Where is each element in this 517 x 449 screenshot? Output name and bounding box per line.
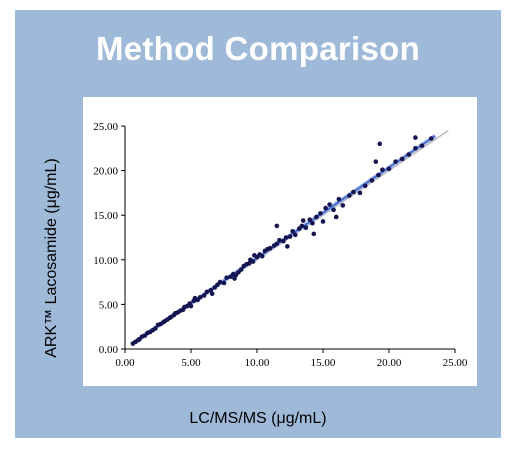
data-point: [413, 146, 418, 151]
data-point: [192, 295, 198, 301]
data-point: [267, 245, 273, 251]
data-point: [310, 220, 315, 226]
y-tick-label: 25.00: [93, 121, 118, 133]
data-point: [246, 261, 252, 266]
data-point: [299, 223, 305, 229]
data-point: [323, 205, 328, 211]
data-point: [259, 253, 265, 259]
data-point: [347, 193, 352, 198]
data-point: [300, 218, 306, 223]
data-point: [428, 136, 434, 141]
data-point: [314, 214, 319, 220]
data-point: [197, 294, 203, 300]
data-point: [277, 237, 282, 243]
y-tick-label: 20.00: [93, 166, 118, 178]
data-point: [224, 275, 229, 280]
data-point: [250, 259, 256, 264]
data-point: [208, 287, 214, 293]
data-point: [303, 225, 309, 230]
x-tick-label: 15.00: [311, 357, 336, 369]
data-point: [307, 217, 313, 222]
data-point: [333, 214, 339, 220]
x-tick-label: 0.00: [115, 357, 135, 369]
data-point: [406, 152, 412, 157]
data-point: [283, 235, 289, 240]
slide-background: Method Comparison ARK™ Lacosamide (μg/mL…: [15, 10, 501, 438]
data-point: [285, 244, 290, 249]
data-point: [357, 190, 363, 196]
data-point: [320, 219, 326, 224]
data-point: [281, 238, 286, 244]
data-point: [419, 143, 425, 148]
data-point: [238, 267, 244, 272]
data-point: [287, 234, 293, 239]
data-point: [380, 167, 385, 173]
data-point: [373, 159, 379, 164]
data-point: [204, 289, 210, 295]
data-point: [311, 231, 317, 237]
data-point: [232, 276, 237, 281]
x-tick-label: 5.00: [181, 357, 201, 369]
data-point: [327, 202, 332, 207]
data-point: [413, 135, 418, 140]
x-tick-label: 25.00: [443, 357, 468, 369]
data-point: [217, 279, 223, 285]
y-tick-label: 15.00: [93, 210, 118, 222]
y-tick-label: 10.00: [93, 255, 118, 267]
data-point: [336, 196, 342, 202]
data-point: [292, 232, 298, 238]
y-tick-label: 5.00: [99, 299, 119, 311]
x-tick-label: 10.00: [245, 357, 270, 369]
data-point: [274, 223, 280, 229]
data-point: [386, 166, 392, 172]
data-point: [318, 211, 323, 216]
data-point: [369, 178, 375, 183]
data-point: [331, 207, 336, 213]
data-point: [252, 253, 257, 258]
x-axis-label: LC/MS/MS (μg/mL): [189, 410, 327, 427]
data-point: [221, 280, 227, 286]
data-point: [274, 241, 280, 247]
data-point: [153, 326, 158, 331]
data-point: [399, 156, 405, 162]
data-point: [393, 159, 398, 164]
data-point: [209, 291, 215, 296]
y-tick-label: 0.00: [99, 344, 119, 356]
data-point: [377, 141, 383, 147]
data-point: [362, 183, 368, 189]
data-point: [290, 228, 295, 234]
data-point: [188, 303, 194, 309]
slide-title: Method Comparison: [95, 30, 421, 67]
data-point: [201, 293, 207, 298]
data-point: [376, 172, 381, 178]
data-point: [340, 203, 346, 208]
data-point: [351, 189, 356, 195]
x-tick-label: 20.00: [377, 357, 402, 369]
